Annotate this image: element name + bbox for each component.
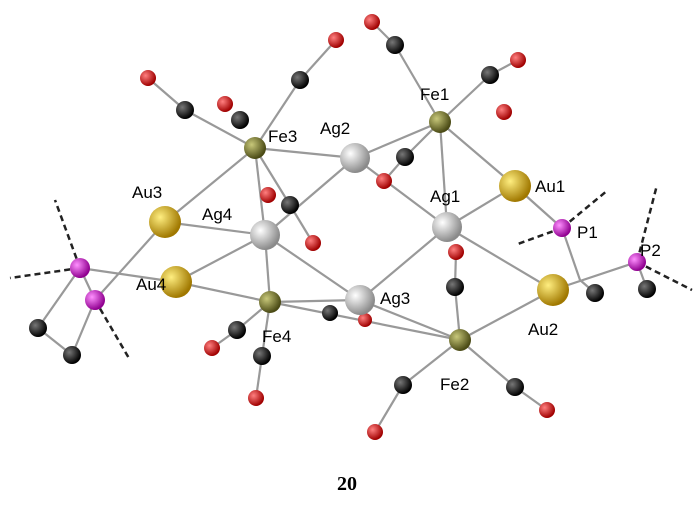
atom-label: Fe2	[440, 375, 469, 394]
molecule-diagram: Fe1 Ag2 Fe3 Au3 Ag4 Ag1 Au1 P1 P2 Au4 Ag…	[0, 0, 694, 515]
atom-label: Au1	[535, 177, 565, 196]
atom-label: Ag1	[430, 187, 460, 206]
atom-label: Fe1	[420, 85, 449, 104]
atom-label: Ag4	[202, 205, 232, 224]
atom-label: P1	[577, 223, 598, 242]
atom-label: Fe4	[262, 327, 291, 346]
atoms-metal	[70, 111, 646, 351]
atom-label: Ag2	[320, 119, 350, 138]
atom-label: Ag3	[380, 289, 410, 308]
caption: 20	[337, 473, 357, 495]
atom-label: Au4	[136, 275, 166, 294]
atom-label: Au3	[132, 183, 162, 202]
atom-label: Au2	[528, 320, 558, 339]
atom-label: Fe3	[268, 127, 297, 146]
atom-label: P2	[640, 241, 661, 260]
